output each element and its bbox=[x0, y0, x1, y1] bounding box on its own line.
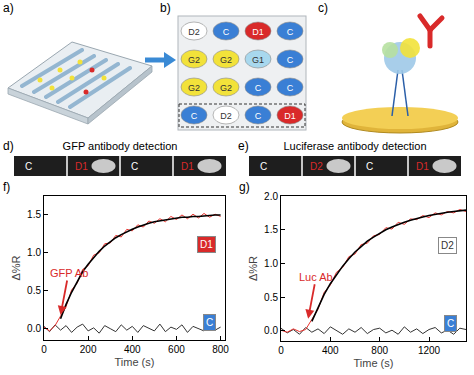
svg-text:Δ%R: Δ%R bbox=[247, 256, 259, 281]
svg-text:G2: G2 bbox=[188, 55, 200, 65]
svg-text:C: C bbox=[255, 83, 262, 93]
html-text:f): f) bbox=[3, 180, 11, 194]
svg-text:C: C bbox=[287, 27, 294, 37]
svg-text:G1: G1 bbox=[252, 55, 264, 65]
svg-text:b): b) bbox=[160, 1, 171, 15]
svg-text:600: 600 bbox=[168, 344, 185, 355]
svg-text:D2: D2 bbox=[310, 161, 323, 172]
svg-text:a): a) bbox=[3, 1, 14, 15]
svg-text:D1: D1 bbox=[284, 111, 296, 121]
svg-text:C: C bbox=[287, 55, 294, 65]
svg-text:1.5: 1.5 bbox=[27, 209, 41, 220]
svg-text:C: C bbox=[447, 318, 454, 329]
svg-text:0.5: 0.5 bbox=[264, 292, 278, 303]
svg-text:800: 800 bbox=[212, 344, 229, 355]
svg-text:Time (s): Time (s) bbox=[354, 357, 394, 369]
svg-text:G2: G2 bbox=[220, 55, 232, 65]
svg-text:C: C bbox=[255, 111, 262, 121]
svg-text:e): e) bbox=[238, 139, 249, 153]
svg-text:Luc Ab: Luc Ab bbox=[299, 271, 333, 283]
svg-text:D1: D1 bbox=[416, 161, 429, 172]
svg-text:G2: G2 bbox=[188, 83, 200, 93]
svg-text:C: C bbox=[223, 27, 230, 37]
svg-text:C: C bbox=[25, 161, 32, 172]
svg-text:1.0: 1.0 bbox=[264, 258, 278, 269]
svg-text:400: 400 bbox=[124, 344, 141, 355]
svg-text:200: 200 bbox=[80, 344, 97, 355]
svg-text:C: C bbox=[260, 161, 267, 172]
svg-text:400: 400 bbox=[322, 345, 339, 356]
svg-text:1.0: 1.0 bbox=[27, 247, 41, 258]
svg-text:0: 0 bbox=[278, 345, 284, 356]
svg-text:Δ%R: Δ%R bbox=[10, 255, 22, 280]
svg-text:D2: D2 bbox=[441, 240, 454, 251]
svg-text:0: 0 bbox=[41, 344, 47, 355]
svg-text:D1: D1 bbox=[181, 161, 194, 172]
svg-text:1.5: 1.5 bbox=[264, 224, 278, 235]
svg-text:GFP Ab: GFP Ab bbox=[50, 267, 88, 279]
svg-text:D1: D1 bbox=[252, 27, 264, 37]
svg-text:800: 800 bbox=[371, 345, 388, 356]
svg-text:D1: D1 bbox=[200, 239, 213, 250]
svg-text:Luciferase antibody detection: Luciferase antibody detection bbox=[283, 140, 426, 152]
svg-text:0.0: 0.0 bbox=[264, 325, 278, 336]
svg-text:0.5: 0.5 bbox=[27, 285, 41, 296]
svg-text:C: C bbox=[206, 317, 213, 328]
svg-text:1200: 1200 bbox=[418, 345, 441, 356]
svg-text:D1: D1 bbox=[75, 161, 88, 172]
svg-text:C: C bbox=[287, 83, 294, 93]
svg-text:c): c) bbox=[318, 1, 328, 15]
svg-text:C: C bbox=[191, 111, 198, 121]
svg-text:C: C bbox=[366, 161, 373, 172]
svg-text:C: C bbox=[131, 161, 138, 172]
svg-text:GFP antibody detection: GFP antibody detection bbox=[63, 140, 178, 152]
svg-text:G2: G2 bbox=[220, 83, 232, 93]
svg-text:D2: D2 bbox=[188, 27, 200, 37]
svg-text:d): d) bbox=[3, 139, 14, 153]
html-text:g): g) bbox=[239, 180, 250, 194]
svg-text:D2: D2 bbox=[220, 111, 232, 121]
svg-text:0.0: 0.0 bbox=[27, 323, 41, 334]
svg-text:2.0: 2.0 bbox=[264, 191, 278, 202]
svg-text:Time (s): Time (s) bbox=[115, 356, 155, 368]
